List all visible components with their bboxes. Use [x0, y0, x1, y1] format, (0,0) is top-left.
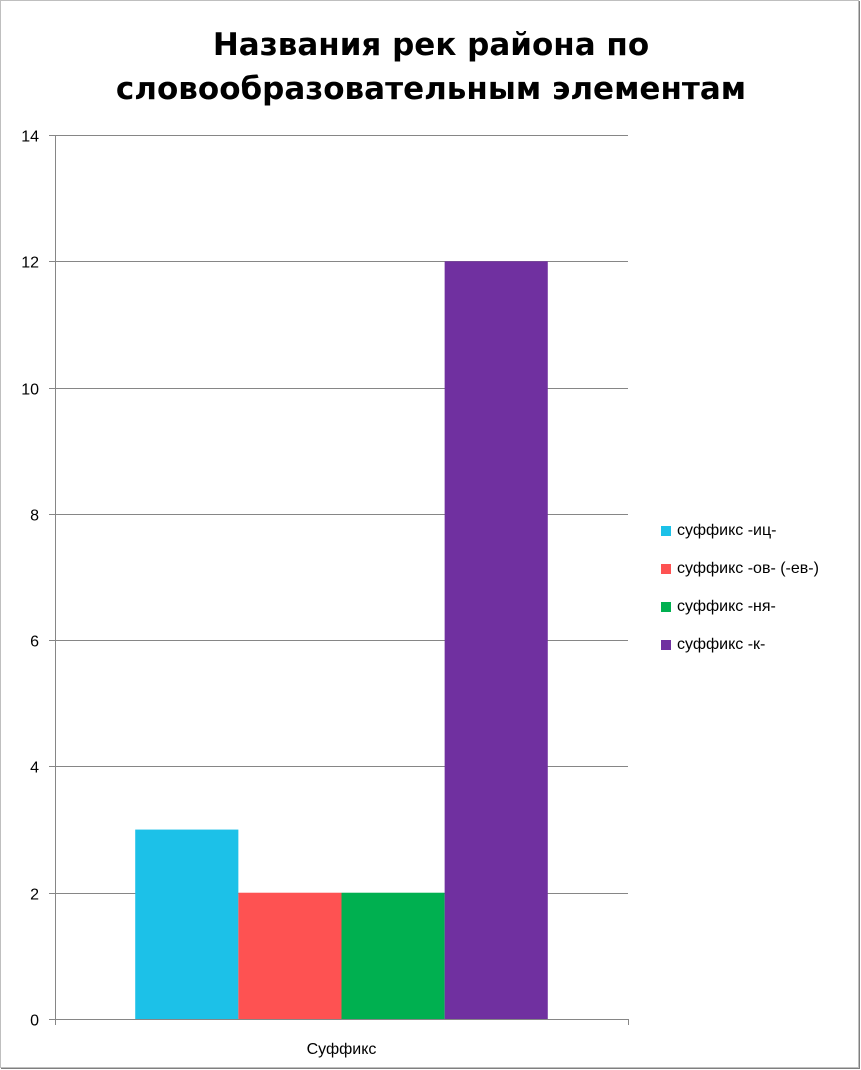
legend-label: суффикс -иц- — [677, 522, 777, 539]
legend-swatch — [661, 602, 671, 612]
y-tick-label: 12 — [21, 255, 39, 272]
y-tick-label: 14 — [21, 129, 39, 146]
y-tick-label: 10 — [21, 382, 39, 399]
legend-swatch — [661, 526, 671, 536]
bars — [135, 261, 548, 1019]
bar — [135, 829, 239, 1019]
x-tick-label: Суффикс — [307, 1041, 377, 1058]
y-tick-label: 8 — [30, 508, 39, 525]
y-tick-label: 6 — [30, 634, 39, 651]
legend-label: суффикс -ов- (-ев-) — [677, 560, 819, 577]
y-tick-label: 0 — [30, 1013, 39, 1030]
legend-swatch — [661, 564, 671, 574]
legend-item: суффикс -иц- — [661, 521, 856, 541]
legend-label: суффикс -ня- — [677, 598, 776, 615]
legend-item: суффикс -к- — [661, 635, 856, 655]
bar — [238, 892, 342, 1019]
legend-item: суффикс -ов- (-ев-) — [661, 559, 856, 579]
tick-labels: 0 2 4 6 8 10 12 14 Суффикс — [21, 129, 376, 1059]
y-tick-label: 2 — [30, 887, 39, 904]
legend: суффикс -иц-суффикс -ов- (-ев-) суффикс -… — [661, 521, 856, 673]
chart-title: Названия рек района по словообразователь… — [115, 27, 747, 107]
bar — [444, 261, 548, 1019]
y-tick-label: 4 — [30, 760, 39, 777]
legend-item: суффикс -ня- — [661, 597, 856, 617]
axes — [49, 135, 629, 1025]
legend-label: суффикс -к- — [677, 636, 766, 653]
bar — [341, 892, 445, 1019]
legend-swatch — [661, 640, 671, 650]
